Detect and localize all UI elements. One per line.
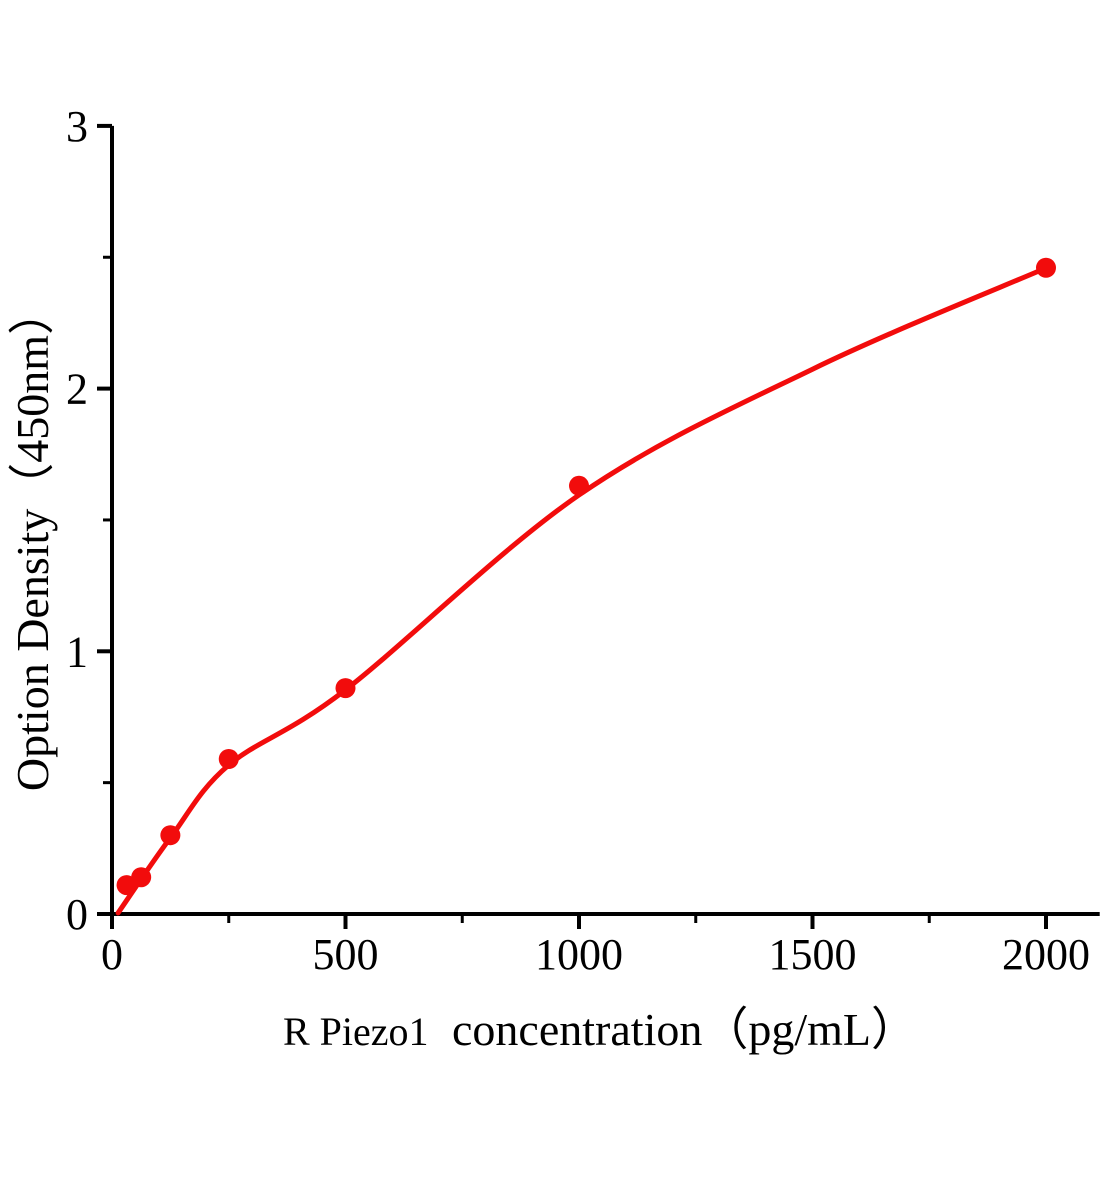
x-axis-title-prefix: R Piezo1 [283, 1009, 429, 1054]
x-tick-label-0: 0 [101, 930, 123, 979]
x-axis-title-main: concentration（pg/mL） [452, 1004, 917, 1055]
tick-labels-group: 0 500 1000 1500 2000 0 1 2 3 [66, 102, 1090, 979]
ticks-group [97, 123, 1048, 929]
y-tick-label-1: 1 [66, 627, 88, 676]
axes-group [110, 125, 1100, 916]
fit-curve-path [115, 265, 1049, 916]
x-tick-label-2000: 2000 [1002, 930, 1090, 979]
y-tick-label-2: 2 [66, 365, 88, 414]
x-tick-label-1500: 1500 [769, 930, 857, 979]
data-point-x1000 [569, 475, 589, 496]
data-points-group [116, 257, 1056, 896]
x-tick-label-500: 500 [313, 930, 379, 979]
x-axis-title: R Piezo1 concentration（pg/mL） [283, 1004, 917, 1055]
y-tick-label-0: 0 [66, 890, 88, 939]
fit-curve-group [115, 265, 1049, 916]
data-point-x250 [218, 749, 239, 770]
y-tick-label-3: 3 [66, 102, 88, 151]
data-point-x125 [160, 825, 181, 846]
x-tick-label-1000: 1000 [535, 930, 623, 979]
data-point-x62.5 [131, 867, 152, 888]
data-point-x500 [335, 678, 356, 699]
y-axis-title: Option Density（450nm） [7, 289, 58, 791]
data-point-x31.2 [116, 875, 137, 896]
data-point-x2000 [1036, 257, 1056, 278]
